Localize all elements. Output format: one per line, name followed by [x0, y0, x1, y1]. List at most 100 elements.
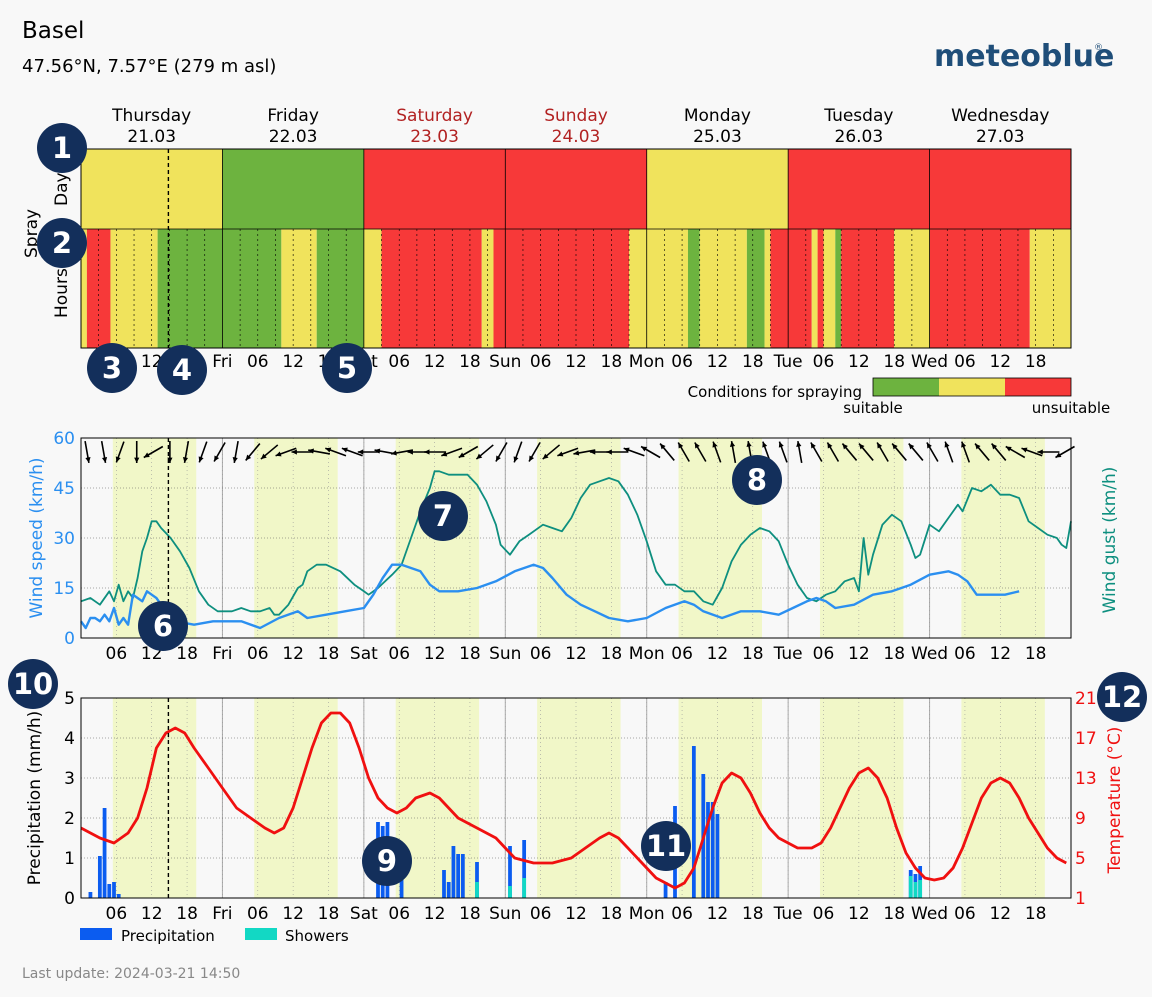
callout-number: 10 [13, 667, 53, 701]
wind-arrow [308, 448, 331, 455]
spray-x-tick: 18 [1025, 352, 1047, 372]
x-tick-label: 06 [106, 644, 128, 664]
spray-legend: Conditions for spraying suitable unsuita… [688, 377, 1110, 417]
hour-rating-cell [481, 229, 494, 348]
wind-arrow [826, 442, 840, 462]
day-date-3: 24.03 [552, 127, 601, 147]
wind-axes: 0 15 30 45 60 06 12 18 Fri 06 12 18 Sat 06 12 18 Sun 06 12… [53, 429, 1072, 664]
plot-frame [80, 697, 1072, 899]
precipitation-bar [451, 846, 456, 898]
wind-arrow [143, 445, 164, 459]
wind-arrow [291, 449, 314, 455]
day-date-4: 25.03 [693, 127, 742, 147]
wind-arrow [640, 445, 661, 459]
precipitation-bar [107, 884, 112, 898]
day-name-2: Saturday [396, 106, 473, 126]
hour-rating-cell [493, 229, 506, 348]
wind-arrow [796, 441, 803, 463]
spray-hours-row-label: Hours [52, 268, 72, 318]
wind-arrow [513, 441, 523, 463]
day-rating-cell-2 [363, 149, 506, 229]
wind-arrow [441, 447, 463, 457]
wind-arrow [573, 449, 596, 456]
y-tick-label: 2 [64, 809, 75, 829]
wind-arrow [891, 443, 907, 461]
precipitation-bar [508, 846, 512, 898]
wind-speed-line [80, 563, 1020, 630]
day-name-1: Friday [267, 106, 319, 126]
spray-x-tick: 06 [388, 352, 410, 372]
hour-rating-cell [764, 229, 771, 348]
callout-6: 6 [138, 601, 188, 651]
x-tick-label: 12 [141, 904, 163, 924]
x-tick-label: 18 [742, 644, 764, 664]
x-tick-label: 06 [530, 644, 552, 664]
x-tick-label: Sat [350, 904, 378, 924]
x-tick-label: 12 [565, 644, 587, 664]
x-tick-label: Fri [212, 904, 232, 924]
showers-bar [908, 876, 913, 898]
callout-11: 11 [641, 821, 691, 871]
location-title: Basel [22, 18, 84, 44]
spray-x-tick: 06 [954, 352, 976, 372]
showers-bar [913, 882, 918, 898]
brand-registered-mark: ® [1094, 43, 1103, 53]
y-tick-label: 15 [53, 579, 75, 599]
y2-tick-label: 5 [1075, 849, 1086, 869]
wind-arrow [944, 441, 954, 463]
callout-4: 4 [157, 345, 207, 395]
showers-bar [918, 880, 923, 898]
x-tick-label: 18 [459, 904, 481, 924]
day-name-6: Wednesday [951, 106, 1049, 126]
daylight-band [961, 698, 1045, 898]
hour-rating-cell [157, 229, 223, 348]
wind-arrow [182, 441, 190, 463]
x-tick-label: 18 [318, 904, 340, 924]
showers-bar [475, 882, 479, 898]
plot-frame [80, 437, 1072, 639]
x-tick-label: 06 [247, 644, 269, 664]
x-tick-label: 18 [176, 644, 198, 664]
callout-number: 8 [747, 463, 767, 497]
day-rating-cell-6 [929, 149, 1072, 229]
spray-x-tick: 06 [530, 352, 552, 372]
precip-day-bands [81, 698, 1071, 898]
x-tick-label: Wed [911, 904, 948, 924]
callout-number: 9 [377, 844, 397, 878]
wind-arrow [659, 443, 675, 461]
callout-number: 2 [52, 226, 72, 260]
day-rating-cell-1 [222, 149, 364, 229]
legend-swatch-moderate [939, 378, 1005, 396]
callout-9: 9 [362, 836, 412, 886]
y-tick-label: 5 [64, 689, 75, 709]
callout-7: 7 [418, 491, 468, 541]
spray-x-tick: 12 [565, 352, 587, 372]
y2-tick-label: 21 [1075, 689, 1097, 709]
day-name-0: Thursday [111, 106, 191, 126]
wind-arrow [810, 442, 823, 462]
y-tick-label: 4 [64, 729, 75, 749]
x-tick-label: 18 [176, 904, 198, 924]
callout-5: 5 [322, 343, 372, 393]
x-tick-label: 06 [388, 904, 410, 924]
precipitation-axis-label: Precipitation (mm/h) [25, 711, 45, 886]
x-tick-label: Mon [629, 904, 665, 924]
x-tick-label: 18 [883, 644, 905, 664]
wind-arrow [115, 441, 125, 463]
wind-arrow [974, 443, 990, 461]
callout-number: 7 [433, 499, 453, 533]
x-tick-label: Sun [489, 904, 521, 924]
wind-arrow [213, 442, 226, 462]
spray-x-tick: Sun [489, 352, 521, 372]
hour-rating-cell [841, 229, 895, 348]
x-tick-label: 12 [989, 904, 1011, 924]
x-tick-label: 18 [742, 904, 764, 924]
day-date-6: 27.03 [976, 127, 1025, 147]
day-date-2: 23.03 [410, 127, 459, 147]
wind-arrow [475, 444, 494, 460]
wind-gust-line [80, 470, 1072, 616]
x-tick-label: 18 [459, 644, 481, 664]
wind-arrow [390, 449, 413, 456]
